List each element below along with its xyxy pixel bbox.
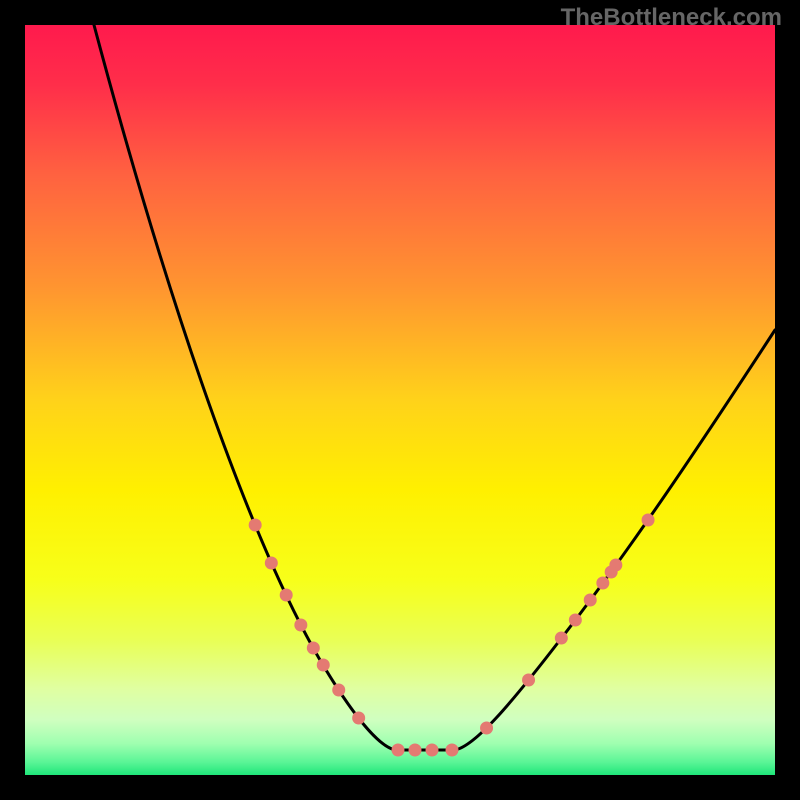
data-point-marker [555, 632, 568, 645]
data-point-marker [446, 744, 459, 757]
data-point-marker [332, 684, 345, 697]
data-point-marker [569, 614, 582, 627]
data-point-marker [426, 744, 439, 757]
data-point-marker [605, 566, 618, 579]
right-curve [455, 330, 775, 750]
plot-area [25, 25, 775, 775]
data-point-marker [249, 519, 262, 532]
data-point-marker [352, 712, 365, 725]
data-point-marker [265, 557, 278, 570]
canvas-root: TheBottleneck.com [0, 0, 800, 800]
data-point-marker [317, 659, 330, 672]
data-point-marker [480, 722, 493, 735]
data-point-marker [584, 594, 597, 607]
data-point-marker [642, 514, 655, 527]
data-point-marker [409, 744, 422, 757]
data-point-marker [294, 619, 307, 632]
data-point-marker [392, 744, 405, 757]
v-curve-overlay [25, 25, 775, 775]
data-point-marker [522, 674, 535, 687]
data-point-marker [280, 589, 293, 602]
left-curve [94, 25, 395, 750]
watermark-text: TheBottleneck.com [561, 4, 782, 32]
data-point-marker [596, 577, 609, 590]
data-point-marker [307, 642, 320, 655]
